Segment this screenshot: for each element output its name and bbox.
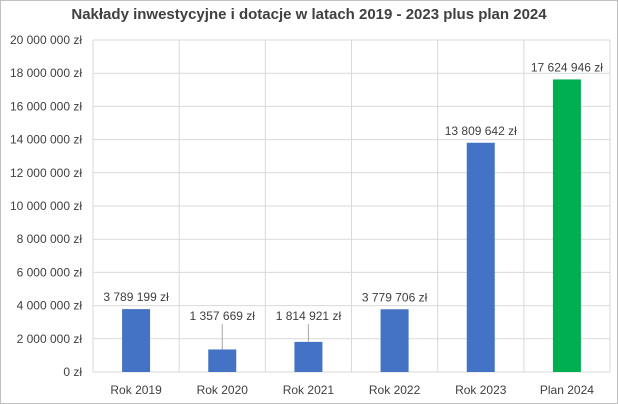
y-tick-label: 6 000 000 zł xyxy=(17,265,83,279)
bar xyxy=(466,142,495,372)
y-axis-ticks: 0 zł 2 000 000 zł 4 000 000 zł 6 000 000 zł… xyxy=(10,33,82,379)
x-category-label: Rok 2021 xyxy=(283,383,335,397)
data-label: 13 809 642 zł xyxy=(445,124,517,138)
data-label: 3 789 199 zł xyxy=(103,290,169,304)
y-tick-label: 12 000 000 zł xyxy=(10,166,82,180)
bar xyxy=(552,79,581,372)
data-label: 17 624 946 zł xyxy=(531,60,603,74)
y-tick-label: 2 000 000 zł xyxy=(17,332,83,346)
y-tick-label: 14 000 000 zł xyxy=(10,133,82,147)
y-tick-label: 10 000 000 zł xyxy=(10,199,82,213)
y-tick-label: 18 000 000 zł xyxy=(10,66,82,80)
x-category-label: Rok 2023 xyxy=(455,383,507,397)
data-labels: 3 789 199 zł 1 357 669 zł 1 814 921 zł 3 77… xyxy=(103,60,603,350)
bars xyxy=(122,79,581,372)
bar xyxy=(208,349,237,372)
y-tick-label: 0 zł xyxy=(63,365,82,379)
x-category-label: Plan 2024 xyxy=(540,383,594,397)
y-tick-label: 20 000 000 zł xyxy=(10,33,82,47)
gridlines xyxy=(92,39,611,373)
x-category-label: Rok 2020 xyxy=(197,383,249,397)
y-tick-label: 8 000 000 zł xyxy=(17,232,83,246)
bar xyxy=(380,309,409,372)
data-label: 1 814 921 zł xyxy=(276,309,342,323)
y-tick-label: 16 000 000 zł xyxy=(10,99,82,113)
bar xyxy=(122,309,151,372)
data-label: 1 357 669 zł xyxy=(190,309,256,323)
chart-title: Nakłady inwestycyjne i dotacje w latach … xyxy=(71,6,547,23)
data-label: 3 779 706 zł xyxy=(362,290,428,304)
y-tick-label: 4 000 000 zł xyxy=(17,299,83,313)
x-axis-categories: Rok 2019 Rok 2020 Rok 2021 Rok 2022 Rok 2023… xyxy=(110,383,594,397)
bar xyxy=(294,341,323,372)
x-category-label: Rok 2022 xyxy=(369,383,421,397)
x-category-label: Rok 2019 xyxy=(110,383,162,397)
